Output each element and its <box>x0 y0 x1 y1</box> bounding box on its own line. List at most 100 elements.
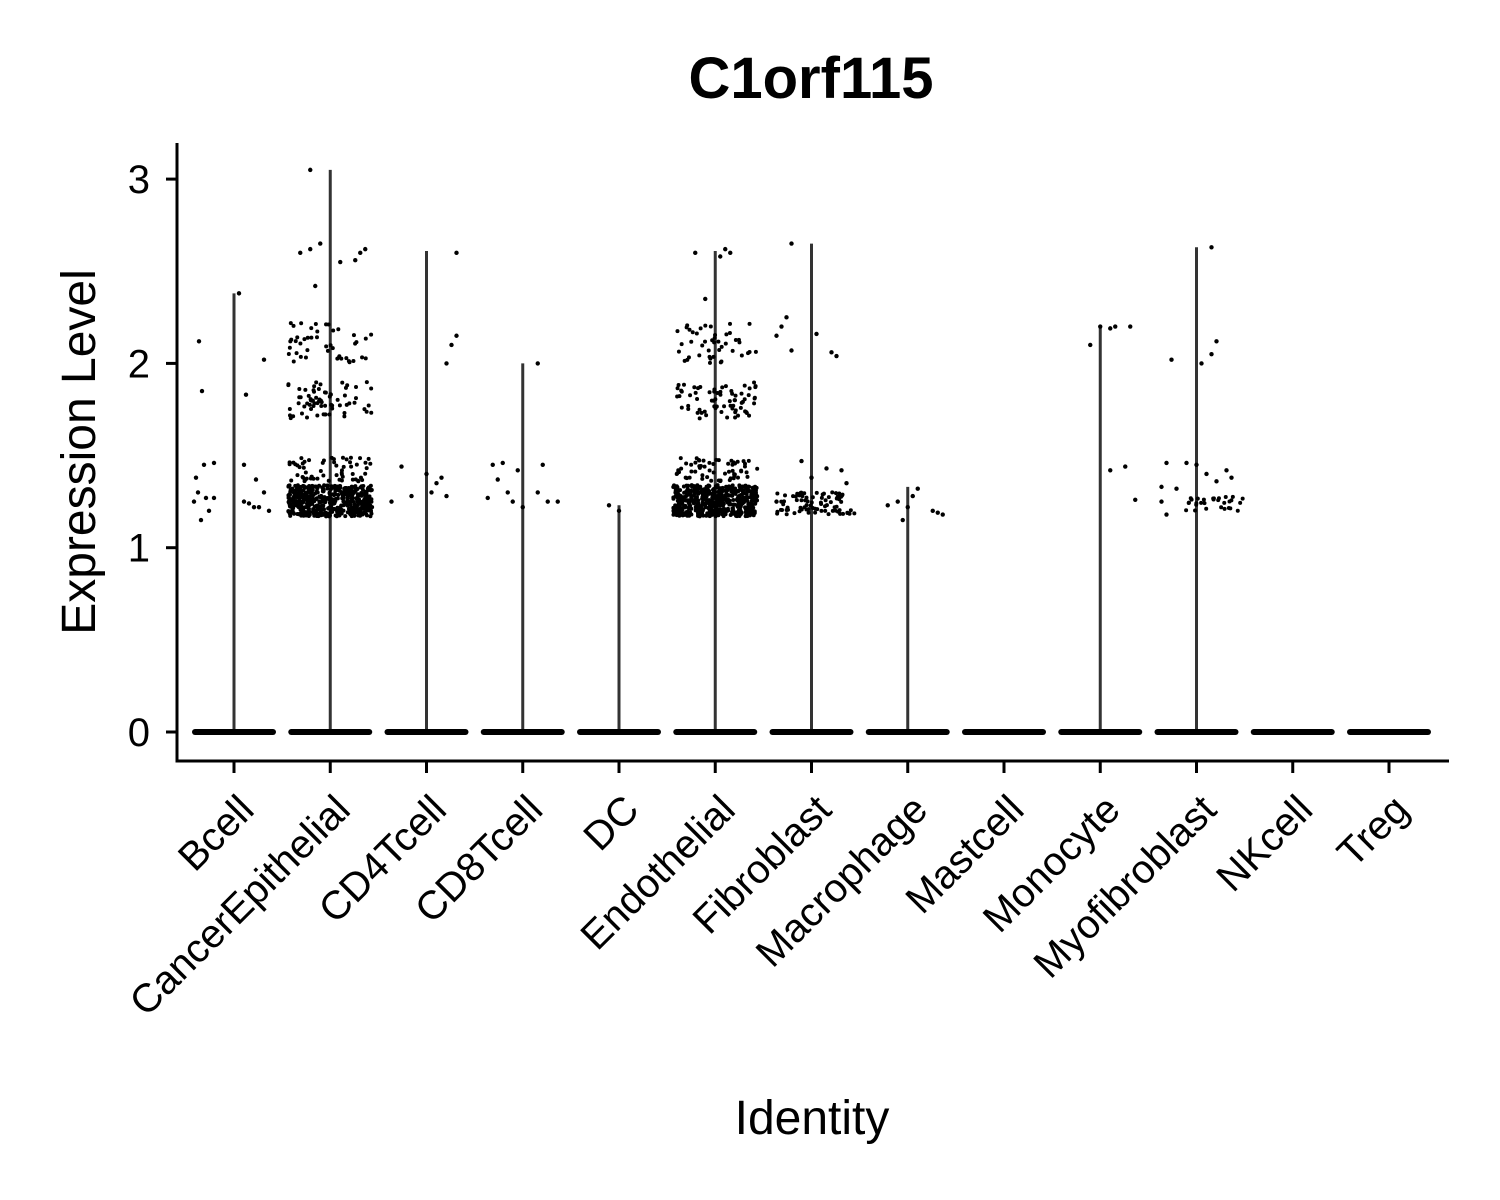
point-cd4tcell <box>444 361 449 366</box>
point-endothelial <box>714 457 719 462</box>
point-cd8tcell <box>500 460 505 466</box>
point-fibroblast <box>806 510 811 515</box>
point-monocyte <box>1108 326 1113 331</box>
point-cancer-epithelial <box>325 486 330 491</box>
point-cd8tcell <box>535 361 540 366</box>
point-fibroblast <box>845 510 850 515</box>
point-endothelial <box>703 339 708 344</box>
point-endothelial <box>713 505 718 510</box>
point-endothelial <box>718 254 723 259</box>
point-cancer-epithelial <box>308 167 313 173</box>
point-cancer-epithelial <box>363 471 368 476</box>
point-endothelial <box>739 510 744 515</box>
point-cancer-epithelial <box>298 250 303 256</box>
point-endothelial <box>679 342 684 347</box>
point-endothelial <box>687 490 692 495</box>
point-cancer-epithelial <box>322 483 327 488</box>
point-endothelial <box>686 407 691 412</box>
point-cancer-epithelial <box>364 409 369 414</box>
point-endothelial <box>743 483 748 488</box>
point-endothelial <box>698 326 703 331</box>
point-endothelial <box>689 512 694 517</box>
point-endothelial <box>742 397 747 402</box>
point-endothelial <box>735 475 740 480</box>
point-endothelial <box>720 385 725 390</box>
point-myofibroblast <box>1204 506 1209 511</box>
point-endothelial <box>673 494 678 499</box>
point-cancer-epithelial <box>303 355 308 360</box>
point-cancer-epithelial <box>364 466 369 471</box>
point-cd8tcell <box>515 468 520 473</box>
point-cancer-epithelial <box>312 384 317 389</box>
point-endothelial <box>709 478 714 483</box>
point-cancer-epithelial <box>342 414 347 419</box>
point-bcell <box>198 517 204 523</box>
point-endothelial <box>733 338 738 343</box>
point-endothelial <box>731 403 736 408</box>
point-cancer-epithelial <box>315 413 320 418</box>
point-cancer-epithelial <box>314 380 319 385</box>
point-endothelial <box>751 492 756 497</box>
point-endothelial <box>702 464 707 469</box>
point-cancer-epithelial <box>291 359 296 364</box>
point-endothelial <box>687 475 692 480</box>
point-cancer-epithelial <box>305 335 310 340</box>
point-cancer-epithelial <box>345 383 350 388</box>
point-cancer-epithelial <box>368 514 373 519</box>
point-endothelial <box>697 353 702 358</box>
point-cancer-epithelial <box>297 486 302 491</box>
point-cancer-epithelial <box>336 506 341 511</box>
point-fibroblast <box>799 458 804 464</box>
point-fibroblast <box>840 492 845 497</box>
point-endothelial <box>689 462 694 467</box>
point-myofibroblast <box>1186 500 1191 505</box>
point-fibroblast <box>837 491 842 496</box>
point-endothelial <box>708 324 713 329</box>
point-endothelial <box>693 460 698 465</box>
point-cancer-epithelial <box>359 493 364 498</box>
point-cancer-epithelial <box>368 461 373 466</box>
point-cancer-epithelial <box>297 395 302 400</box>
point-cancer-epithelial <box>314 508 319 513</box>
point-endothelial <box>686 403 691 408</box>
point-cancer-epithelial <box>335 397 340 402</box>
point-endothelial <box>685 487 690 492</box>
point-endothelial <box>725 500 730 505</box>
point-endothelial <box>704 413 709 418</box>
y-axis-label: Expression Level <box>53 269 106 635</box>
point-cancer-epithelial <box>336 492 341 497</box>
point-cancer-epithelial <box>308 246 313 252</box>
point-cancer-epithelial <box>315 490 320 495</box>
point-myofibroblast <box>1209 245 1214 250</box>
point-bcell <box>201 462 207 467</box>
point-endothelial <box>722 404 727 409</box>
point-cancer-epithelial <box>355 492 360 497</box>
point-fibroblast <box>789 241 794 246</box>
point-endothelial <box>699 489 704 494</box>
point-fibroblast <box>794 498 799 503</box>
point-endothelial <box>709 508 714 513</box>
point-endothelial <box>703 296 708 302</box>
point-fibroblast <box>832 505 837 510</box>
point-cd8tcell <box>510 499 515 504</box>
point-endothelial <box>747 413 752 418</box>
x-tick-label-dc: DC <box>575 787 647 859</box>
point-bcell <box>211 495 217 501</box>
point-cancer-epithelial <box>325 348 330 353</box>
point-cancer-epithelial <box>358 250 363 256</box>
point-endothelial <box>685 513 690 518</box>
point-myofibroblast <box>1211 496 1216 501</box>
point-fibroblast <box>804 495 809 500</box>
point-endothelial <box>752 509 757 514</box>
point-endothelial <box>681 382 686 387</box>
point-endothelial <box>707 513 712 518</box>
point-bcell <box>199 388 205 394</box>
point-endothelial <box>726 461 731 466</box>
point-macrophage <box>885 503 890 508</box>
point-cancer-epithelial <box>287 413 292 418</box>
point-endothelial <box>681 484 686 489</box>
point-endothelial <box>689 494 694 499</box>
point-endothelial <box>737 483 742 488</box>
point-cancer-epithelial <box>340 455 345 460</box>
point-cancer-epithelial <box>287 462 292 467</box>
